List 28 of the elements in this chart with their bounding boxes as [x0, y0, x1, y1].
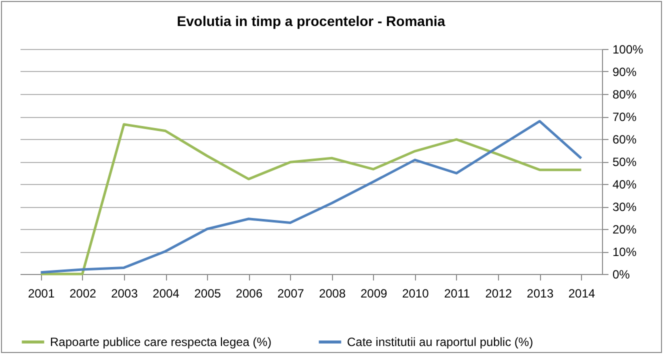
- x-tick-label: 2006: [236, 286, 263, 300]
- y-tick-label: 70%: [612, 110, 637, 124]
- x-tick-label: 2003: [111, 286, 138, 300]
- x-tick-label: 2011: [444, 286, 470, 300]
- x-tick-label: 2008: [318, 286, 346, 300]
- x-tick-label: 2002: [70, 286, 97, 300]
- y-tick-label: 20%: [612, 222, 637, 236]
- x-tick-label: 2012: [485, 286, 512, 300]
- x-tick-label: 2001: [28, 286, 55, 300]
- y-tick-label: 30%: [612, 200, 637, 214]
- x-tick-label: 2004: [152, 286, 180, 300]
- chart-title: Evolutia in timp a procentelor - Romania: [176, 13, 446, 29]
- legend-label: Rapoarte publice care respecta legea (%): [50, 335, 272, 349]
- y-tick-label: 90%: [612, 65, 637, 79]
- y-tick-label: 10%: [612, 245, 637, 259]
- y-tick-label: 50%: [612, 155, 637, 169]
- x-tick-label: 2007: [277, 286, 304, 300]
- y-tick-label: 0%: [612, 268, 630, 282]
- x-tick-label: 2013: [526, 286, 554, 300]
- x-tick-label: 2005: [194, 286, 222, 300]
- x-tick-label: 2014: [568, 286, 596, 300]
- legend-label: Cate institutii au raportul public (%): [347, 335, 534, 349]
- x-tick-label: 2009: [360, 286, 388, 300]
- y-tick-label: 100%: [612, 42, 644, 56]
- y-tick-label: 80%: [612, 88, 637, 102]
- x-tick-label: 2010: [402, 286, 430, 300]
- y-tick-label: 60%: [612, 132, 637, 146]
- y-tick-label: 40%: [612, 178, 637, 192]
